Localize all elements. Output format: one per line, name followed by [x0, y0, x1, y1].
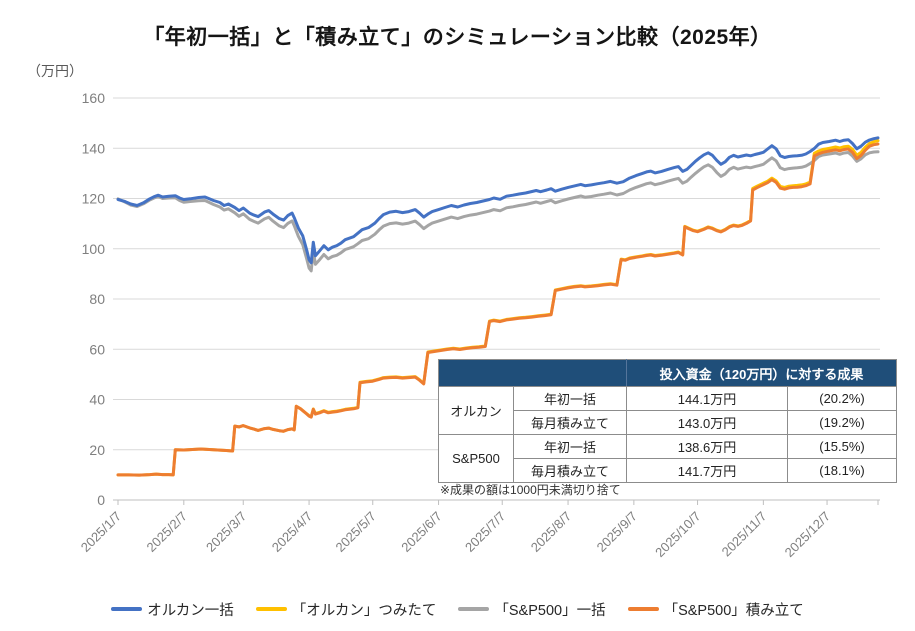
method-label: 毎月積み立て [513, 410, 627, 435]
y-axis-unit-label: （万円） [27, 63, 83, 79]
amount-value: 141.7万円 [626, 458, 788, 483]
legend-label: 「S&P500」積み立て [663, 602, 804, 619]
legend-label: オルカン一括 [147, 602, 234, 619]
pct-value: (20.2%) [787, 386, 897, 411]
table-row-orukan-monthly: 毎月積み立て 143.0万円 (19.2%) [439, 410, 897, 435]
series-line-2 [116, 150, 880, 273]
fund-label-sp500: S&P500 [438, 434, 514, 483]
pct-value: (15.5%) [787, 434, 897, 459]
x-tick-label: 2025/8/7 [528, 509, 574, 555]
x-tick-label: 2025/1/7 [78, 509, 124, 555]
table-footnote: ※成果の額は1000円未満切り捨て [440, 483, 621, 497]
y-tick-label-160: 160 [82, 90, 106, 106]
table-row-sp500-lump: S&P500 年初一括 138.6万円 (15.5%) [438, 434, 897, 483]
pct-value: (19.2%) [787, 410, 897, 435]
y-tick-label-100: 100 [82, 241, 106, 257]
x-tick-label: 2025/11/7 [719, 509, 770, 560]
legend-item-sp500-lump: 「S&P500」一括 [458, 599, 606, 620]
results-table-wrap: 投入資金（120万円）に対する成果 オルカン 年初一括 144.1万円 (20.… [438, 359, 897, 483]
y-tick-label-40: 40 [89, 392, 105, 408]
chart-title: 「年初一括」と「積み立て」のシミュレーション比較（2025年） [143, 26, 772, 49]
x-tick-label: 2025/12/7 [782, 509, 834, 561]
method-label: 毎月積み立て [513, 458, 627, 483]
x-tick-label: 2025/10/7 [652, 509, 704, 561]
fund-label-orukan: オルカン [438, 386, 514, 435]
method-label: 年初一括 [513, 434, 627, 459]
method-label: 年初一括 [513, 386, 627, 411]
table-row-orukan-lump: オルカン 年初一括 144.1万円 (20.2%) [438, 386, 897, 435]
legend-item-sp500-monthly: 「S&P500」積み立て [627, 599, 804, 620]
x-tick-label: 2025/5/7 [332, 509, 378, 555]
legend-item-orukan-lump: オルカン一括 [111, 599, 234, 620]
table-header-spacer-cell [438, 359, 627, 387]
pct-value: (18.1%) [787, 458, 897, 483]
legend-label: 「オルカン」つみたて [291, 602, 437, 619]
legend-line-swatch-yellow [255, 606, 287, 612]
x-tick-label: 2025/9/7 [594, 509, 640, 555]
legend-line-swatch-blue [111, 606, 143, 612]
y-tick-label-20: 20 [89, 442, 105, 458]
x-tick-label: 2025/2/7 [144, 509, 190, 555]
series-line-3 [116, 142, 880, 477]
y-tick-label-80: 80 [89, 291, 105, 307]
x-tick-label: 2025/6/7 [398, 509, 444, 555]
y-tick-label-0: 0 [97, 492, 105, 508]
results-table: 投入資金（120万円）に対する成果 オルカン 年初一括 144.1万円 (20.… [438, 359, 897, 483]
table-header-title: 投入資金（120万円）に対する成果 [626, 359, 897, 387]
y-tick-label-60: 60 [89, 341, 105, 357]
legend-item-orukan-monthly: 「オルカン」つみたて [255, 599, 437, 620]
x-tick-label: 2025/4/7 [269, 509, 315, 555]
legend-label: 「S&P500」一括 [494, 602, 606, 619]
y-tick-label-120: 120 [82, 191, 106, 207]
amount-value: 138.6万円 [626, 434, 788, 459]
legend-line-swatch-orange [627, 606, 659, 612]
legend-line-swatch-gray [458, 606, 490, 612]
x-tick-label: 2025/7/7 [462, 509, 508, 555]
x-tick-label: 2025/3/7 [203, 509, 249, 555]
amount-value: 144.1万円 [626, 386, 788, 411]
chart-legend: オルカン一括 「オルカン」つみたて 「S&P500」一括 「S&P500」積み立… [0, 598, 915, 620]
y-tick-label-140: 140 [82, 140, 106, 156]
amount-value: 143.0万円 [626, 410, 788, 435]
table-header-row: 投入資金（120万円）に対する成果 [438, 359, 897, 387]
series-line-0 [116, 136, 880, 265]
table-row-sp500-monthly: 毎月積み立て 141.7万円 (18.1%) [439, 458, 897, 483]
